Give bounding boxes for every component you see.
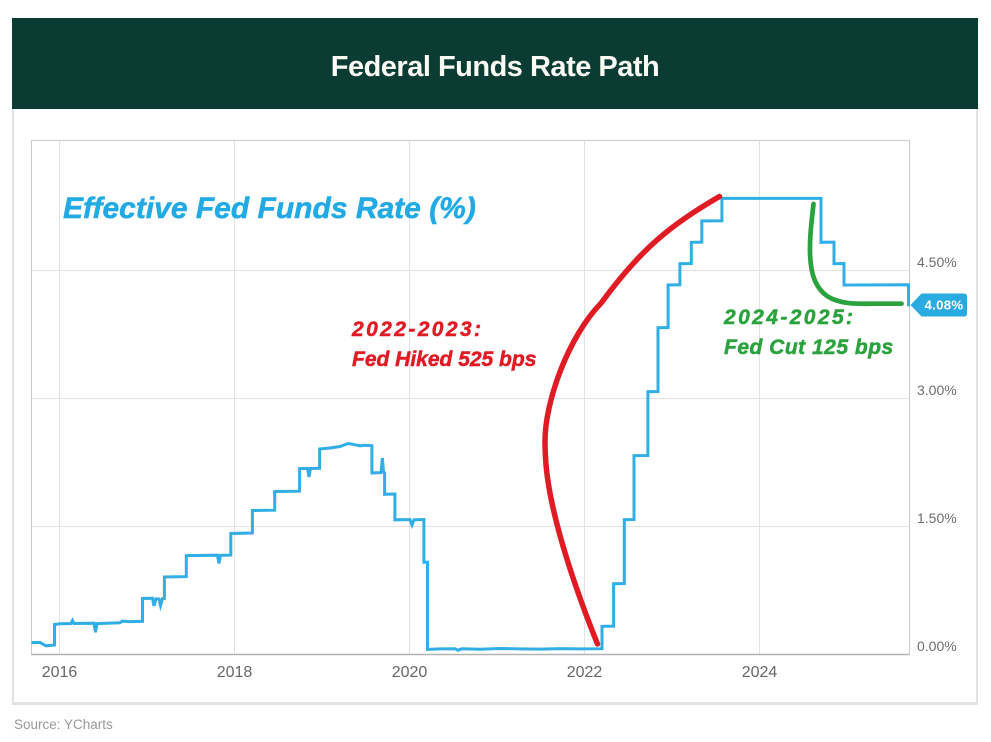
svg-text:4.08%: 4.08%	[925, 298, 964, 313]
